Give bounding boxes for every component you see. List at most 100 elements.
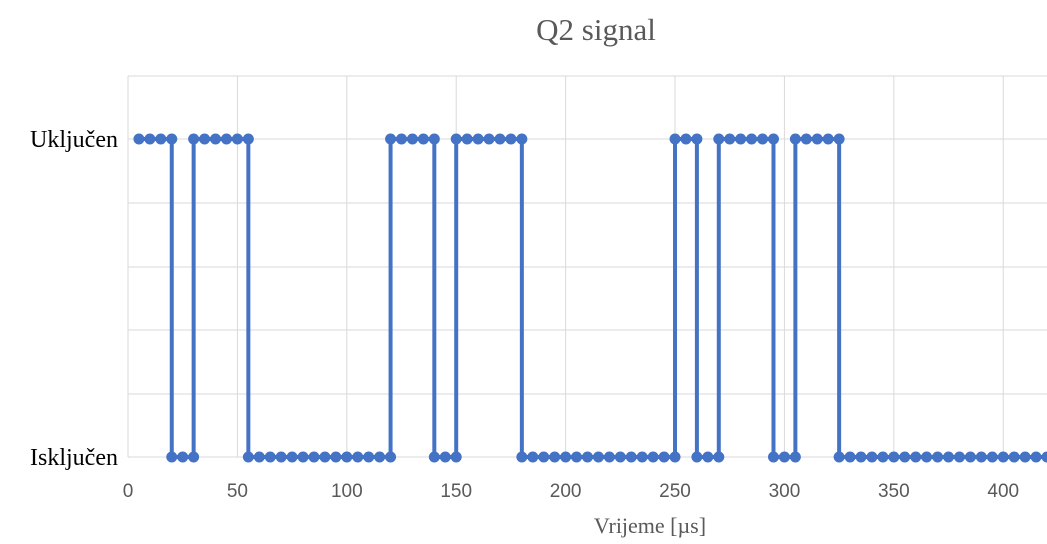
data-point-44 xyxy=(538,451,550,463)
data-point-84 xyxy=(910,451,922,463)
data-point-9 xyxy=(210,133,222,145)
data-point-0 xyxy=(133,133,145,145)
data-point-3 xyxy=(166,133,178,145)
data-point-30 xyxy=(417,133,429,145)
data-point-32 xyxy=(428,451,440,463)
data-point-90 xyxy=(975,451,987,463)
data-point-46 xyxy=(560,451,572,463)
data-point-21 xyxy=(330,451,342,463)
data-point-55 xyxy=(658,451,670,463)
data-point-52 xyxy=(625,451,637,463)
data-point-41 xyxy=(516,133,528,145)
x-tick-label-1: 50 xyxy=(227,481,248,502)
data-point-65 xyxy=(735,133,747,145)
data-point-80 xyxy=(866,451,878,463)
data-point-94 xyxy=(1019,451,1031,463)
data-point-81 xyxy=(877,451,889,463)
data-point-86 xyxy=(932,451,944,463)
data-point-8 xyxy=(199,133,211,145)
data-point-57 xyxy=(669,133,681,145)
data-point-73 xyxy=(800,133,812,145)
data-point-67 xyxy=(757,133,769,145)
data-point-15 xyxy=(264,451,276,463)
data-point-26 xyxy=(385,451,397,463)
data-point-71 xyxy=(789,451,801,463)
y-axis-labels: Isključen Uključen xyxy=(30,127,118,471)
x-tick-label-8: 400 xyxy=(987,481,1019,502)
data-point-95 xyxy=(1030,451,1042,463)
data-point-96 xyxy=(1041,451,1047,463)
data-point-6 xyxy=(188,451,200,463)
y-category-label-1: Uključen xyxy=(30,127,118,153)
data-point-14 xyxy=(253,451,265,463)
data-point-2 xyxy=(155,133,167,145)
data-point-45 xyxy=(549,451,561,463)
x-axis-label: Vrijeme [µs] xyxy=(594,513,706,538)
data-point-91 xyxy=(986,451,998,463)
data-point-35 xyxy=(450,133,462,145)
data-point-4 xyxy=(166,451,178,463)
data-point-61 xyxy=(702,451,714,463)
data-point-56 xyxy=(669,451,681,463)
data-point-18 xyxy=(297,451,309,463)
data-point-70 xyxy=(778,451,790,463)
data-point-49 xyxy=(592,451,604,463)
data-point-13 xyxy=(242,451,254,463)
data-point-66 xyxy=(746,133,758,145)
data-point-74 xyxy=(811,133,823,145)
data-point-87 xyxy=(943,451,955,463)
data-point-29 xyxy=(406,133,418,145)
data-point-10 xyxy=(220,133,232,145)
data-point-42 xyxy=(516,451,528,463)
data-point-58 xyxy=(680,133,692,145)
data-point-82 xyxy=(888,451,900,463)
x-tick-label-2: 100 xyxy=(331,481,363,502)
data-point-5 xyxy=(177,451,189,463)
data-point-93 xyxy=(1008,451,1020,463)
data-point-76 xyxy=(833,133,845,145)
data-point-23 xyxy=(352,451,364,463)
data-point-92 xyxy=(997,451,1009,463)
gridlines xyxy=(127,75,1047,458)
x-tick-label-5: 250 xyxy=(659,481,691,502)
data-point-34 xyxy=(450,451,462,463)
data-point-64 xyxy=(724,133,736,145)
data-point-31 xyxy=(428,133,440,145)
x-tick-label-7: 350 xyxy=(878,481,910,502)
data-point-72 xyxy=(789,133,801,145)
x-axis-ticks: 0 50 100 150 200 250 300 350 400 xyxy=(123,481,1019,502)
data-point-85 xyxy=(921,451,933,463)
data-point-22 xyxy=(341,451,353,463)
data-point-69 xyxy=(767,451,779,463)
data-point-77 xyxy=(833,451,845,463)
data-point-7 xyxy=(188,133,200,145)
data-point-78 xyxy=(844,451,856,463)
data-point-1 xyxy=(144,133,156,145)
data-point-79 xyxy=(855,451,867,463)
data-point-48 xyxy=(582,451,593,463)
data-point-62 xyxy=(713,451,725,463)
x-tick-label-3: 150 xyxy=(440,481,472,502)
data-point-68 xyxy=(767,133,779,145)
data-point-38 xyxy=(483,133,495,145)
data-point-63 xyxy=(713,133,725,145)
data-point-89 xyxy=(964,451,976,463)
data-point-47 xyxy=(571,451,583,463)
data-point-33 xyxy=(439,451,451,463)
data-point-54 xyxy=(647,451,659,463)
data-point-40 xyxy=(505,133,517,145)
data-point-75 xyxy=(822,133,834,145)
chart-title: Q2 signal xyxy=(536,12,656,47)
data-point-25 xyxy=(374,451,386,463)
data-point-43 xyxy=(527,451,539,463)
data-point-11 xyxy=(231,133,243,145)
data-point-19 xyxy=(308,451,320,463)
x-tick-label-6: 300 xyxy=(769,481,801,502)
data-point-59 xyxy=(691,133,703,145)
data-point-16 xyxy=(275,451,287,463)
data-point-17 xyxy=(286,451,298,463)
series xyxy=(133,133,1047,463)
data-point-20 xyxy=(319,451,331,463)
data-point-88 xyxy=(953,451,965,463)
